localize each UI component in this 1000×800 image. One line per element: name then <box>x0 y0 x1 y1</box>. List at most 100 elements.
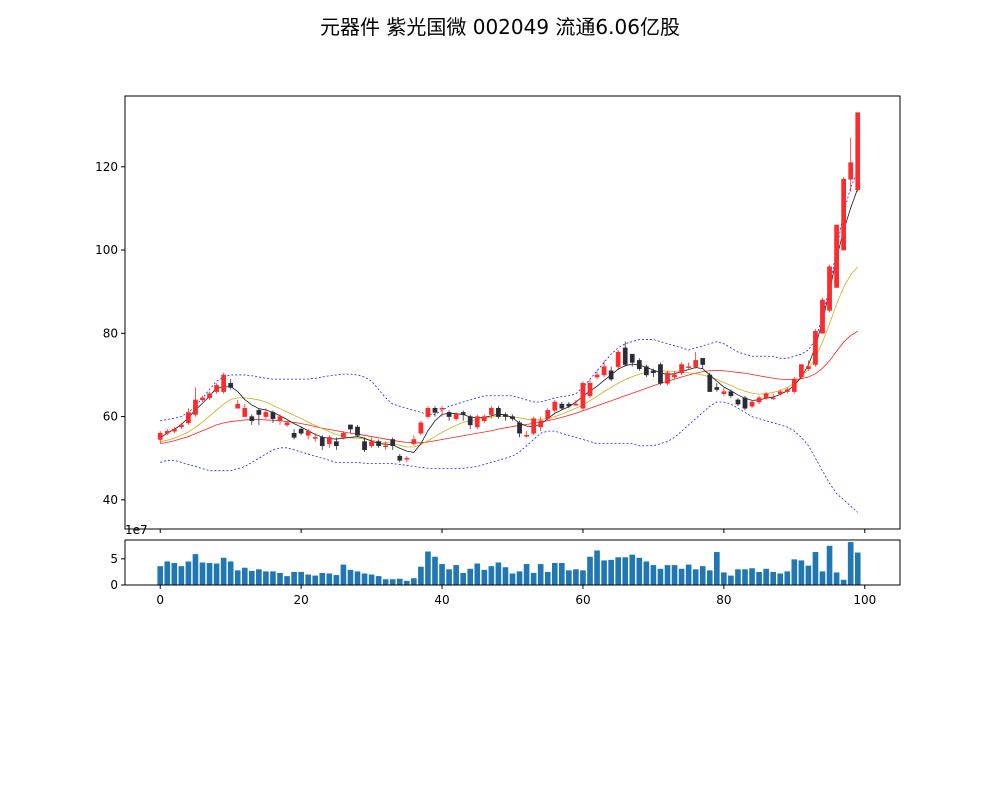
candle <box>446 410 452 421</box>
candle <box>432 406 438 417</box>
candle-body <box>256 410 262 415</box>
candle <box>298 426 304 436</box>
candle <box>728 389 734 398</box>
volume-bar <box>185 561 192 585</box>
candle-body <box>820 299 825 334</box>
candle <box>334 437 339 450</box>
candle <box>305 429 311 440</box>
volume-bar <box>284 576 290 585</box>
candle <box>665 370 670 386</box>
volume-bar <box>312 575 319 585</box>
volume-bar <box>699 566 706 585</box>
volume-bar <box>770 571 776 585</box>
volume-y-tick-label: 0 <box>110 578 118 592</box>
candle-body <box>622 347 628 365</box>
candle <box>312 433 318 442</box>
candle-body <box>425 408 431 417</box>
volume-bar <box>714 552 720 585</box>
volume-bar <box>805 565 812 585</box>
volume-bar <box>368 574 375 585</box>
candle <box>799 364 804 380</box>
candle-body <box>496 408 501 417</box>
candle-body <box>341 432 346 438</box>
volume-bar <box>481 569 488 585</box>
candle <box>214 383 219 394</box>
volume-bar <box>559 563 565 585</box>
volume-bar <box>566 570 572 585</box>
volume-bar <box>763 568 769 585</box>
volume-bar <box>340 564 347 585</box>
volume-bar <box>509 573 516 585</box>
candle-body <box>249 416 255 422</box>
candle <box>467 414 473 430</box>
price-x-axis <box>159 529 866 533</box>
candle-body <box>636 360 642 369</box>
candle-body <box>834 224 839 288</box>
volume-bar <box>573 569 579 585</box>
candle-body <box>721 391 727 394</box>
candle <box>566 402 572 409</box>
volume-bar <box>213 563 220 585</box>
volume-bar <box>530 572 537 585</box>
volume-bar <box>622 557 629 585</box>
volume-bar <box>516 571 523 585</box>
price-y-axis: 40 60 80 100 120 <box>95 160 125 507</box>
candle <box>411 435 417 446</box>
volume-bar <box>551 563 558 585</box>
volume-bar <box>544 571 551 585</box>
bollinger-upper-line <box>160 170 859 422</box>
volume-bar <box>354 571 361 585</box>
volume-bar <box>629 554 636 585</box>
candle-body <box>601 366 607 376</box>
volume-bar <box>396 578 403 585</box>
volume-bar <box>241 567 248 585</box>
candle <box>763 391 769 400</box>
candle-body <box>693 360 699 367</box>
bollinger-lower-line <box>160 401 858 513</box>
candle <box>418 420 424 436</box>
price-y-tick-label: 80 <box>103 326 118 340</box>
volume-bar <box>411 578 417 585</box>
candle-body <box>460 412 466 415</box>
volume-bar <box>685 564 692 585</box>
volume-bar <box>643 561 650 585</box>
x-tick-label: 100 <box>853 593 876 607</box>
volume-bar <box>854 552 861 585</box>
candle-body <box>665 372 670 384</box>
candle <box>263 408 269 419</box>
candle <box>735 397 741 407</box>
volume-bar <box>721 572 727 585</box>
volume-bar <box>220 557 227 585</box>
candle-body <box>221 374 226 392</box>
candle-body <box>390 439 396 446</box>
candle-body <box>186 412 191 424</box>
candle-body <box>580 383 586 409</box>
volume-bar <box>474 563 481 585</box>
volume-bars <box>157 542 861 585</box>
candle <box>369 437 374 448</box>
volume-bar <box>453 565 459 585</box>
candle <box>284 420 290 427</box>
candle <box>658 362 663 386</box>
volume-bar <box>227 561 234 585</box>
volume-bar <box>277 572 283 585</box>
price-y-tick-label: 40 <box>103 493 118 507</box>
volume-y-tick-label: 5 <box>110 552 118 566</box>
candle <box>425 406 431 419</box>
candle <box>489 406 494 419</box>
candle-body <box>446 412 452 417</box>
volume-bar <box>692 569 699 585</box>
volume-bar <box>389 579 396 585</box>
candle <box>855 112 861 192</box>
candle <box>693 352 699 369</box>
candle <box>517 420 522 438</box>
candle-body <box>517 422 522 434</box>
candle <box>594 370 600 380</box>
candle-body <box>791 378 797 392</box>
candle <box>496 406 501 419</box>
candle <box>749 399 755 409</box>
candle <box>179 422 184 430</box>
candle-body <box>411 439 417 444</box>
candle-body <box>742 397 748 409</box>
candle <box>319 435 325 450</box>
